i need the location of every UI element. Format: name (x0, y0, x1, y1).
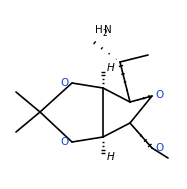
Text: O: O (61, 78, 69, 88)
Text: H: H (107, 152, 115, 162)
Text: N: N (104, 25, 112, 35)
Text: H: H (107, 63, 115, 73)
Text: 2: 2 (102, 29, 107, 37)
Text: O: O (155, 90, 163, 100)
Text: O: O (61, 137, 69, 147)
Text: O: O (155, 143, 163, 153)
Text: H: H (95, 25, 103, 35)
